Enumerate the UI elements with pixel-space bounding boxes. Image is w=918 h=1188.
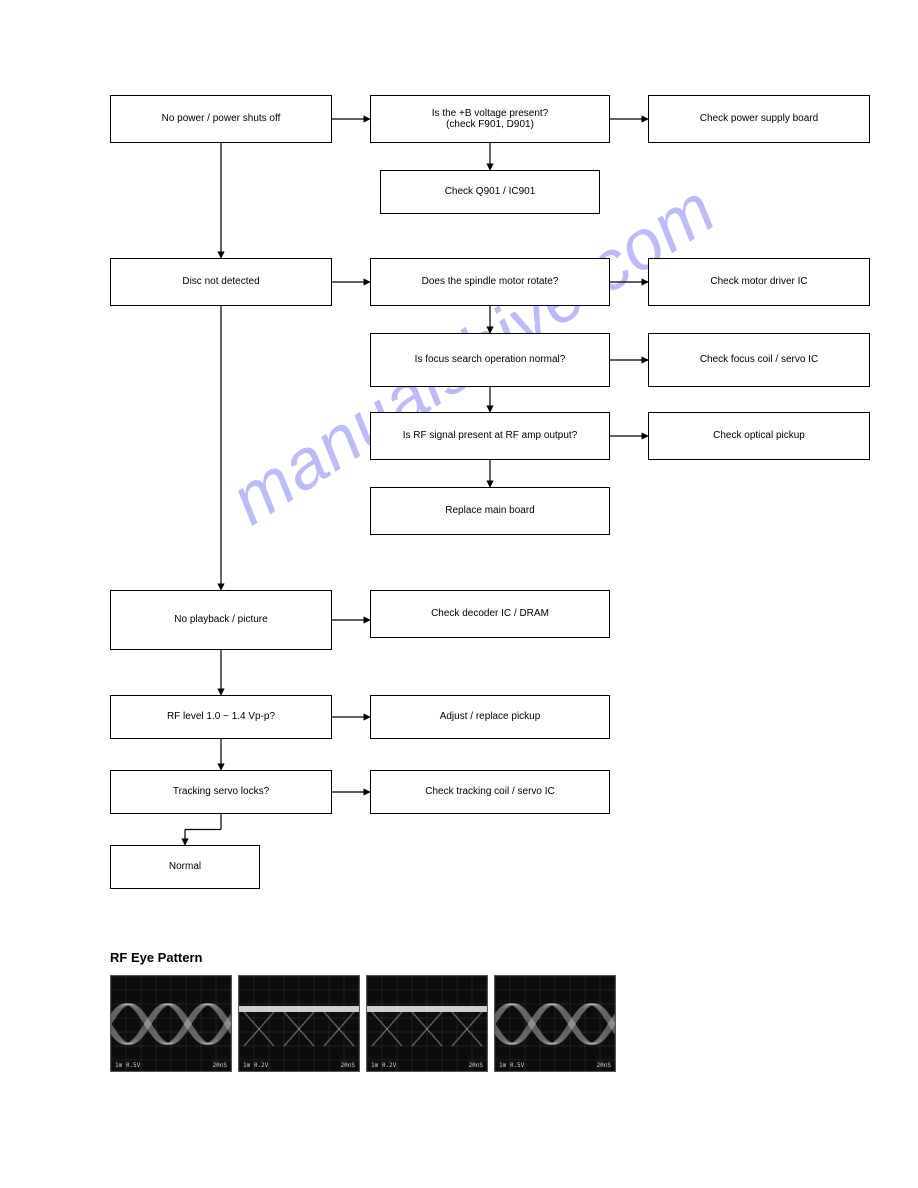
caption-left: 1m 0.2V — [371, 1062, 396, 1069]
eye-thumb-4: 1m 0.5V 20nS — [494, 975, 616, 1072]
node-n10: Is RF signal present at RF amp output? — [370, 412, 610, 460]
caption-left: 1m 0.5V — [115, 1062, 140, 1069]
node-n16: Adjust / replace pickup — [370, 695, 610, 739]
eye-thumb-1: 1m 0.5V 20nS — [110, 975, 232, 1072]
node-n4: Check Q901 / IC901 — [380, 170, 600, 214]
node-n15: RF level 1.0 ~ 1.4 Vp-p? — [110, 695, 332, 739]
node-n14: Check decoder IC / DRAM — [370, 590, 610, 638]
eye-thumb-2: 1m 0.2V 20nS — [238, 975, 360, 1072]
section-title: RF Eye Pattern — [110, 950, 202, 965]
node-n3: Check power supply board — [648, 95, 870, 143]
thumb-caption: 1m 0.5V 20nS — [111, 1062, 231, 1069]
node-n19: Normal — [110, 845, 260, 889]
flowchart-canvas: manualshive.com No power / power shuts o… — [0, 0, 918, 1188]
caption-right: 20nS — [213, 1062, 227, 1069]
node-n2: Is the +B voltage present? (check F901, … — [370, 95, 610, 143]
node-n18: Check tracking coil / servo IC — [370, 770, 610, 814]
node-n8: Is focus search operation normal? — [370, 333, 610, 387]
caption-right: 20nS — [469, 1062, 483, 1069]
node-n5: Disc not detected — [110, 258, 332, 306]
caption-left: 1m 0.5V — [499, 1062, 524, 1069]
caption-right: 20nS — [597, 1062, 611, 1069]
node-n1: No power / power shuts off — [110, 95, 332, 143]
node-n12: Replace main board — [370, 487, 610, 535]
node-n9: Check focus coil / servo IC — [648, 333, 870, 387]
thumb-caption: 1m 0.2V 20nS — [239, 1062, 359, 1069]
caption-left: 1m 0.2V — [243, 1062, 268, 1069]
eye-pattern-thumbs: 1m 0.5V20nS1m 0.2V20nS1m 0.2V20nS1m 0.5V… — [110, 975, 616, 1072]
node-n13: No playback / picture — [110, 590, 332, 650]
node-n17: Tracking servo locks? — [110, 770, 332, 814]
caption-right: 20nS — [341, 1062, 355, 1069]
node-n6: Does the spindle motor rotate? — [370, 258, 610, 306]
thumb-caption: 1m 0.5V 20nS — [495, 1062, 615, 1069]
thumb-caption: 1m 0.2V 20nS — [367, 1062, 487, 1069]
node-n11: Check optical pickup — [648, 412, 870, 460]
eye-thumb-3: 1m 0.2V 20nS — [366, 975, 488, 1072]
node-n7: Check motor driver IC — [648, 258, 870, 306]
